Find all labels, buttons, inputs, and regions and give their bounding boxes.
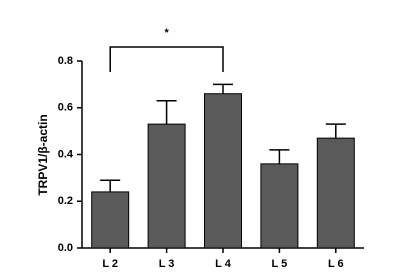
x-tick-label: L 6 xyxy=(328,258,344,270)
bar xyxy=(260,163,299,249)
x-tick-label: L 5 xyxy=(272,258,288,270)
error-bar xyxy=(269,149,290,164)
y-tick-label: 0.2 xyxy=(58,195,73,207)
error-bar xyxy=(100,179,121,192)
significance-label: * xyxy=(164,27,169,39)
significance-bracket xyxy=(109,46,224,72)
y-tick-label: 0.8 xyxy=(58,55,73,67)
y-tick-label: 0.0 xyxy=(58,242,73,254)
bar xyxy=(204,93,242,249)
x-tick-label: L 4 xyxy=(215,258,232,270)
bar xyxy=(147,123,186,249)
x-tick-label: L 3 xyxy=(159,258,175,270)
y-tick-label: 0.4 xyxy=(58,148,74,160)
error-bar xyxy=(213,83,233,94)
error-bar xyxy=(156,99,177,125)
bar xyxy=(91,191,130,249)
x-tick-label: L 2 xyxy=(102,258,118,270)
y-tick-label: 0.6 xyxy=(58,102,73,114)
y-axis-label: TRPV1/β-actin xyxy=(36,114,50,195)
bar xyxy=(316,137,355,249)
error-bar xyxy=(325,123,346,139)
